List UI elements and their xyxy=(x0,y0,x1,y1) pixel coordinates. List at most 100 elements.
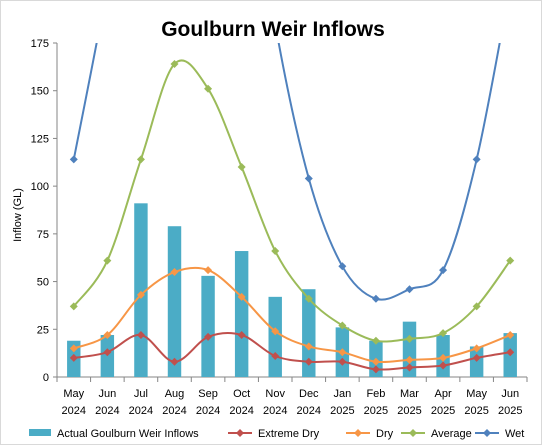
data-point xyxy=(170,59,179,68)
data-point xyxy=(439,266,448,275)
data-point xyxy=(371,365,380,374)
bar xyxy=(402,321,417,377)
bar xyxy=(302,289,316,377)
x-tick-label-year: 2024 xyxy=(196,405,220,417)
y-tick-label: 100 xyxy=(31,181,49,193)
data-point xyxy=(237,292,246,301)
data-point xyxy=(472,353,481,362)
data-point xyxy=(103,331,112,340)
data-point xyxy=(338,348,347,357)
line-series xyxy=(69,331,515,374)
bar xyxy=(134,203,148,377)
x-tick-label-year: 2025 xyxy=(364,405,388,417)
data-point xyxy=(237,331,246,340)
x-tick-label-month: Jun xyxy=(98,388,116,400)
x-tick-label-year: 2025 xyxy=(397,405,421,417)
legend-swatch xyxy=(29,429,51,436)
data-point xyxy=(271,247,280,256)
data-point xyxy=(439,329,448,338)
data-point xyxy=(304,342,313,351)
data-point xyxy=(69,302,78,311)
data-point xyxy=(136,331,145,340)
y-axis: 0 25 50 75 100 125 150 175 xyxy=(31,38,58,384)
data-point xyxy=(439,353,448,362)
legend: Actual Goulburn Weir Inflows Extreme Dry D… xyxy=(29,428,524,440)
data-point xyxy=(338,262,347,271)
legend-marker xyxy=(236,429,244,437)
y-tick-label: 75 xyxy=(37,229,49,241)
x-tick-label-month: Jun xyxy=(501,388,519,400)
x-tick-label-year: 2024 xyxy=(162,405,186,417)
x-tick-label-year: 2024 xyxy=(263,405,287,417)
data-point xyxy=(371,336,380,345)
x-tick-label-year: 2025 xyxy=(464,405,488,417)
data-point xyxy=(204,332,213,341)
data-point xyxy=(304,174,313,183)
legend-marker xyxy=(409,429,417,437)
data-point xyxy=(405,285,414,294)
line-series xyxy=(69,43,501,303)
data-point xyxy=(338,321,347,330)
data-point xyxy=(304,294,313,303)
x-tick-label-year: 2024 xyxy=(229,405,253,417)
data-point xyxy=(204,266,213,275)
data-point xyxy=(506,348,515,357)
legend-marker xyxy=(483,429,491,437)
data-point xyxy=(204,84,213,93)
data-point xyxy=(506,331,515,340)
x-tick-label-year: 2025 xyxy=(330,405,354,417)
data-point xyxy=(405,363,414,372)
chart-title: Goulburn Weir Inflows xyxy=(161,18,385,41)
x-tick-label-month: Feb xyxy=(366,388,385,400)
data-point xyxy=(69,353,78,362)
line-series xyxy=(69,59,515,345)
data-point xyxy=(472,344,481,353)
y-axis-title: Inflow (GL) xyxy=(12,188,24,242)
x-tick-label-year: 2025 xyxy=(431,405,455,417)
line-series-group xyxy=(69,43,515,374)
x-tick-label-month: Mar xyxy=(400,388,419,400)
legend-entry: Wet xyxy=(475,428,524,440)
y-tick-label: 0 xyxy=(43,372,49,384)
y-tick-label: 125 xyxy=(31,133,49,145)
bar xyxy=(268,296,282,377)
x-tick-label-year: 2024 xyxy=(297,405,321,417)
data-point xyxy=(304,357,313,366)
x-tick-label-year: 2024 xyxy=(129,405,153,417)
x-tick-label-year: 2024 xyxy=(95,405,119,417)
x-tick-label-month: Jul xyxy=(134,388,148,400)
x-tick-label-month: Dec xyxy=(299,388,319,400)
x-tick-label-year: 2025 xyxy=(498,405,522,417)
legend-label: Extreme Dry xyxy=(258,428,320,440)
legend-label: Average xyxy=(431,428,472,440)
bar xyxy=(234,251,249,377)
y-tick-label: 175 xyxy=(31,38,49,50)
legend-label: Actual Goulburn Weir Inflows xyxy=(57,428,199,440)
data-point xyxy=(506,256,515,265)
legend-entry: Extreme Dry xyxy=(228,428,320,440)
data-point xyxy=(405,355,414,364)
data-point xyxy=(136,290,145,299)
legend-label: Wet xyxy=(505,428,524,440)
legend-marker xyxy=(354,429,362,437)
data-point xyxy=(170,268,179,277)
x-axis: May 2024 Jun 2024 Jul 2024 Aug 2024 Sep 2024 Oct 20… xyxy=(56,376,528,417)
y-tick-label: 150 xyxy=(31,86,49,98)
legend-entry: Dry xyxy=(346,428,394,440)
data-point xyxy=(69,155,78,164)
data-point xyxy=(103,348,112,357)
data-point xyxy=(237,163,246,172)
data-point xyxy=(136,155,145,164)
data-point xyxy=(338,357,347,366)
line-series xyxy=(69,266,515,366)
x-tick-label-month: Nov xyxy=(265,388,285,400)
bar xyxy=(167,226,182,377)
bar-series xyxy=(67,203,517,377)
data-point xyxy=(69,344,78,353)
data-point xyxy=(271,327,280,336)
x-tick-label-month: Sep xyxy=(198,388,218,400)
y-tick-label: 25 xyxy=(37,324,49,336)
x-tick-label-month: May xyxy=(466,388,487,400)
x-tick-label-month: Aug xyxy=(165,388,185,400)
